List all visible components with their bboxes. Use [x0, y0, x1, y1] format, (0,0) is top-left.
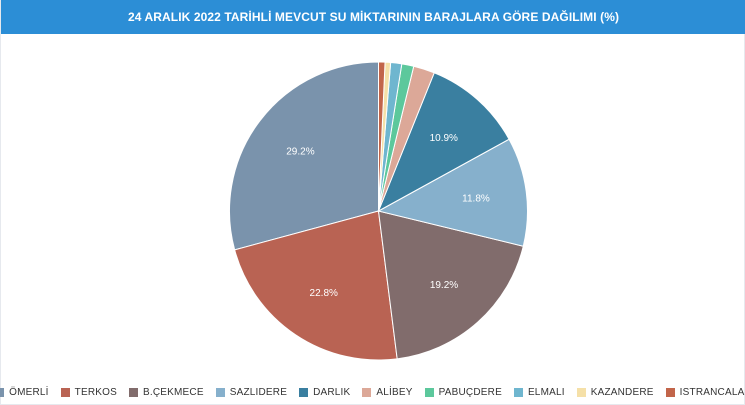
- legend-label: ELMALI: [527, 386, 565, 398]
- data-label: 10.9%: [430, 133, 458, 144]
- legend-item[interactable]: TERKOS: [60, 386, 117, 398]
- pie-slice-sazlidere[interactable]: [377, 138, 528, 247]
- pie-slice-b-ekmece[interactable]: [377, 210, 524, 360]
- legend-item[interactable]: ÖMERLİ: [0, 387, 49, 398]
- legend-label: PABUÇDERE: [438, 386, 502, 398]
- legend-swatch: [215, 387, 225, 397]
- pie-chart: 29.2% 22.8% 19.2% 11.8% 10.9%: [229, 61, 528, 361]
- legend-item[interactable]: ALİBEY: [362, 387, 412, 398]
- legend-item[interactable]: ELMALI: [513, 386, 565, 398]
- chart-legend: ÖMERLİ TERKOS B.ÇEKMECE SAZLIDERE DARLIK ALİB…: [0, 384, 745, 400]
- data-label: 11.8%: [462, 194, 490, 205]
- pie-slice-darlik[interactable]: [377, 72, 510, 213]
- pie-slice-terkos[interactable]: [234, 210, 398, 361]
- legend-label: ISTRANCALAR: [679, 386, 745, 398]
- legend-swatch: [362, 387, 372, 397]
- legend-item[interactable]: DARLIK: [299, 387, 350, 398]
- legend-swatch: [576, 387, 586, 397]
- legend-item[interactable]: SAZLIDERE: [215, 386, 288, 398]
- legend-label: DARLIK: [313, 386, 351, 398]
- chart-title: 24 ARALIK 2022 TARİHLİ MEVCUT SU MİKTARI…: [127, 10, 620, 24]
- legend-label: B.ÇEKMECE: [143, 386, 204, 398]
- legend-label: TERKOS: [74, 386, 117, 398]
- legend-swatch: [513, 387, 523, 397]
- legend-swatch: [299, 387, 309, 397]
- legend-item[interactable]: ISTRANCALAR: [665, 386, 745, 398]
- legend-item[interactable]: B.ÇEKMECE: [129, 387, 204, 398]
- legend-swatch: [129, 387, 138, 397]
- chart-header: 24 ARALIK 2022 TARİHLİ MEVCUT SU MİKTARI…: [1, 0, 745, 34]
- data-label: 22.8%: [310, 288, 338, 299]
- legend-swatch: [424, 387, 434, 397]
- legend-label: SAZLIDERE: [229, 386, 288, 398]
- legend-swatch: [665, 387, 675, 397]
- legend-item[interactable]: PABUÇDERE: [424, 386, 502, 398]
- legend-swatch: [0, 387, 5, 397]
- legend-label: KAZANDERE: [590, 386, 654, 398]
- data-label: 29.2%: [286, 147, 314, 158]
- pie-slice-istrancalar[interactable]: [378, 61, 386, 212]
- legend-item[interactable]: KAZANDERE: [576, 386, 654, 398]
- legend-label: ALİBEY: [376, 386, 413, 398]
- legend-label: ÖMERLİ: [9, 386, 49, 398]
- legend-swatch: [60, 387, 70, 397]
- pie-chart-area: 29.2% 22.8% 19.2% 11.8% 10.9%: [1, 34, 745, 374]
- pie-slice--merli-[interactable]: [229, 61, 379, 251]
- data-label: 19.2%: [430, 280, 458, 291]
